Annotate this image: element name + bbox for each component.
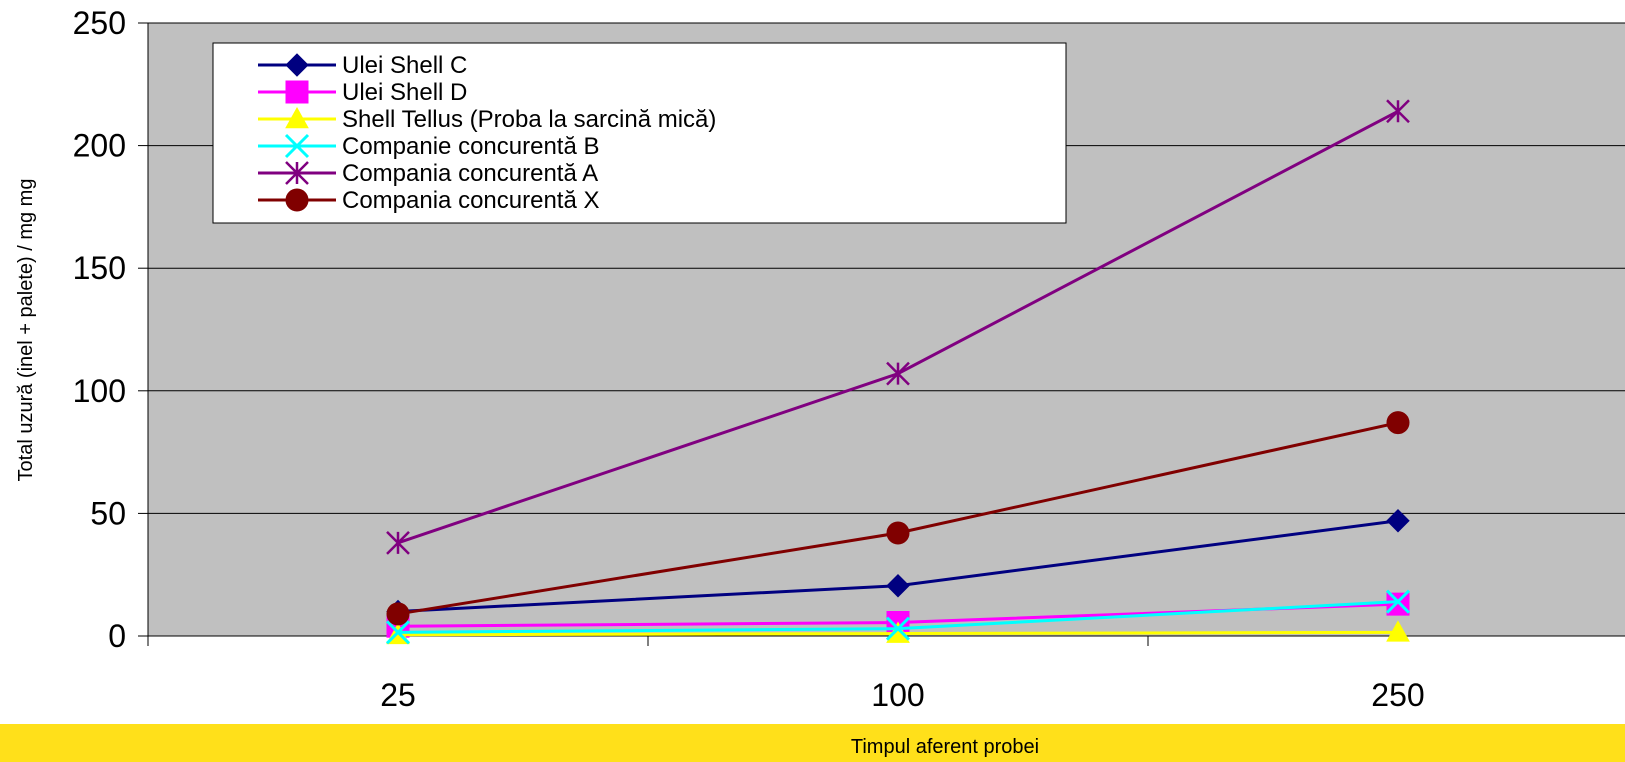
legend-box — [212, 42, 1067, 224]
data-point — [1385, 589, 1411, 614]
legend-entry: Compania concurentă A — [258, 160, 598, 187]
legend-marker — [285, 53, 309, 77]
series-3 — [385, 589, 1411, 645]
series-4 — [386, 99, 1410, 555]
data-point — [1386, 620, 1410, 642]
data-point — [1386, 592, 1410, 616]
y-tick-label: 0 — [108, 618, 126, 654]
x-axis-title-band — [0, 724, 1625, 762]
legend-label: Ulei Shell C — [342, 52, 467, 79]
data-point — [1386, 99, 1410, 124]
data-point — [885, 616, 911, 641]
legend-marker — [284, 133, 310, 159]
legend-marker — [285, 80, 309, 104]
legend-marker — [285, 188, 309, 212]
data-point — [886, 361, 910, 386]
data-point — [386, 602, 410, 626]
series-5 — [386, 411, 1410, 626]
x-tick-label: 25 — [380, 677, 416, 713]
legend-label: Ulei Shell D — [342, 79, 467, 106]
x-tick-label: 250 — [1371, 677, 1424, 713]
data-point — [886, 574, 910, 598]
y-tick-label: 150 — [73, 250, 126, 286]
y-tick-label: 200 — [73, 128, 126, 164]
x-tick-label: 100 — [871, 677, 924, 713]
legend-label: Compania concurentă X — [342, 187, 599, 214]
data-point — [1386, 509, 1410, 533]
x-axis-title: Timpul aferent probei — [851, 736, 1039, 758]
legend-marker — [285, 106, 309, 129]
data-point — [385, 620, 411, 645]
legend-label: Compania concurentă A — [342, 160, 598, 187]
y-axis-title: Total uzură (inel + palete) / mg mg — [15, 179, 37, 482]
legend-entry: Shell Tellus (Proba la sarcină mică) — [258, 106, 716, 133]
legend-label: Shell Tellus (Proba la sarcină mică) — [342, 106, 716, 133]
y-tick-label: 250 — [73, 5, 126, 41]
y-tick-label: 50 — [90, 495, 126, 531]
x-tick-labels: 25 100 250 — [380, 677, 1424, 713]
legend-entry: Ulei Shell C — [258, 52, 467, 79]
y-tick-label: 100 — [73, 373, 126, 409]
data-point — [886, 521, 910, 545]
legend-entry: Ulei Shell D — [258, 79, 467, 106]
data-point — [1386, 411, 1410, 435]
legend-marker — [285, 161, 309, 185]
y-tick-labels: 0 50 100 150 200 250 — [73, 5, 126, 654]
data-point — [386, 530, 410, 555]
legend-entry: Companie concurentă B — [258, 133, 599, 160]
legend-label: Companie concurentă B — [342, 133, 599, 160]
series-group — [385, 99, 1411, 645]
legend-entry: Compania concurentă X — [258, 187, 599, 214]
